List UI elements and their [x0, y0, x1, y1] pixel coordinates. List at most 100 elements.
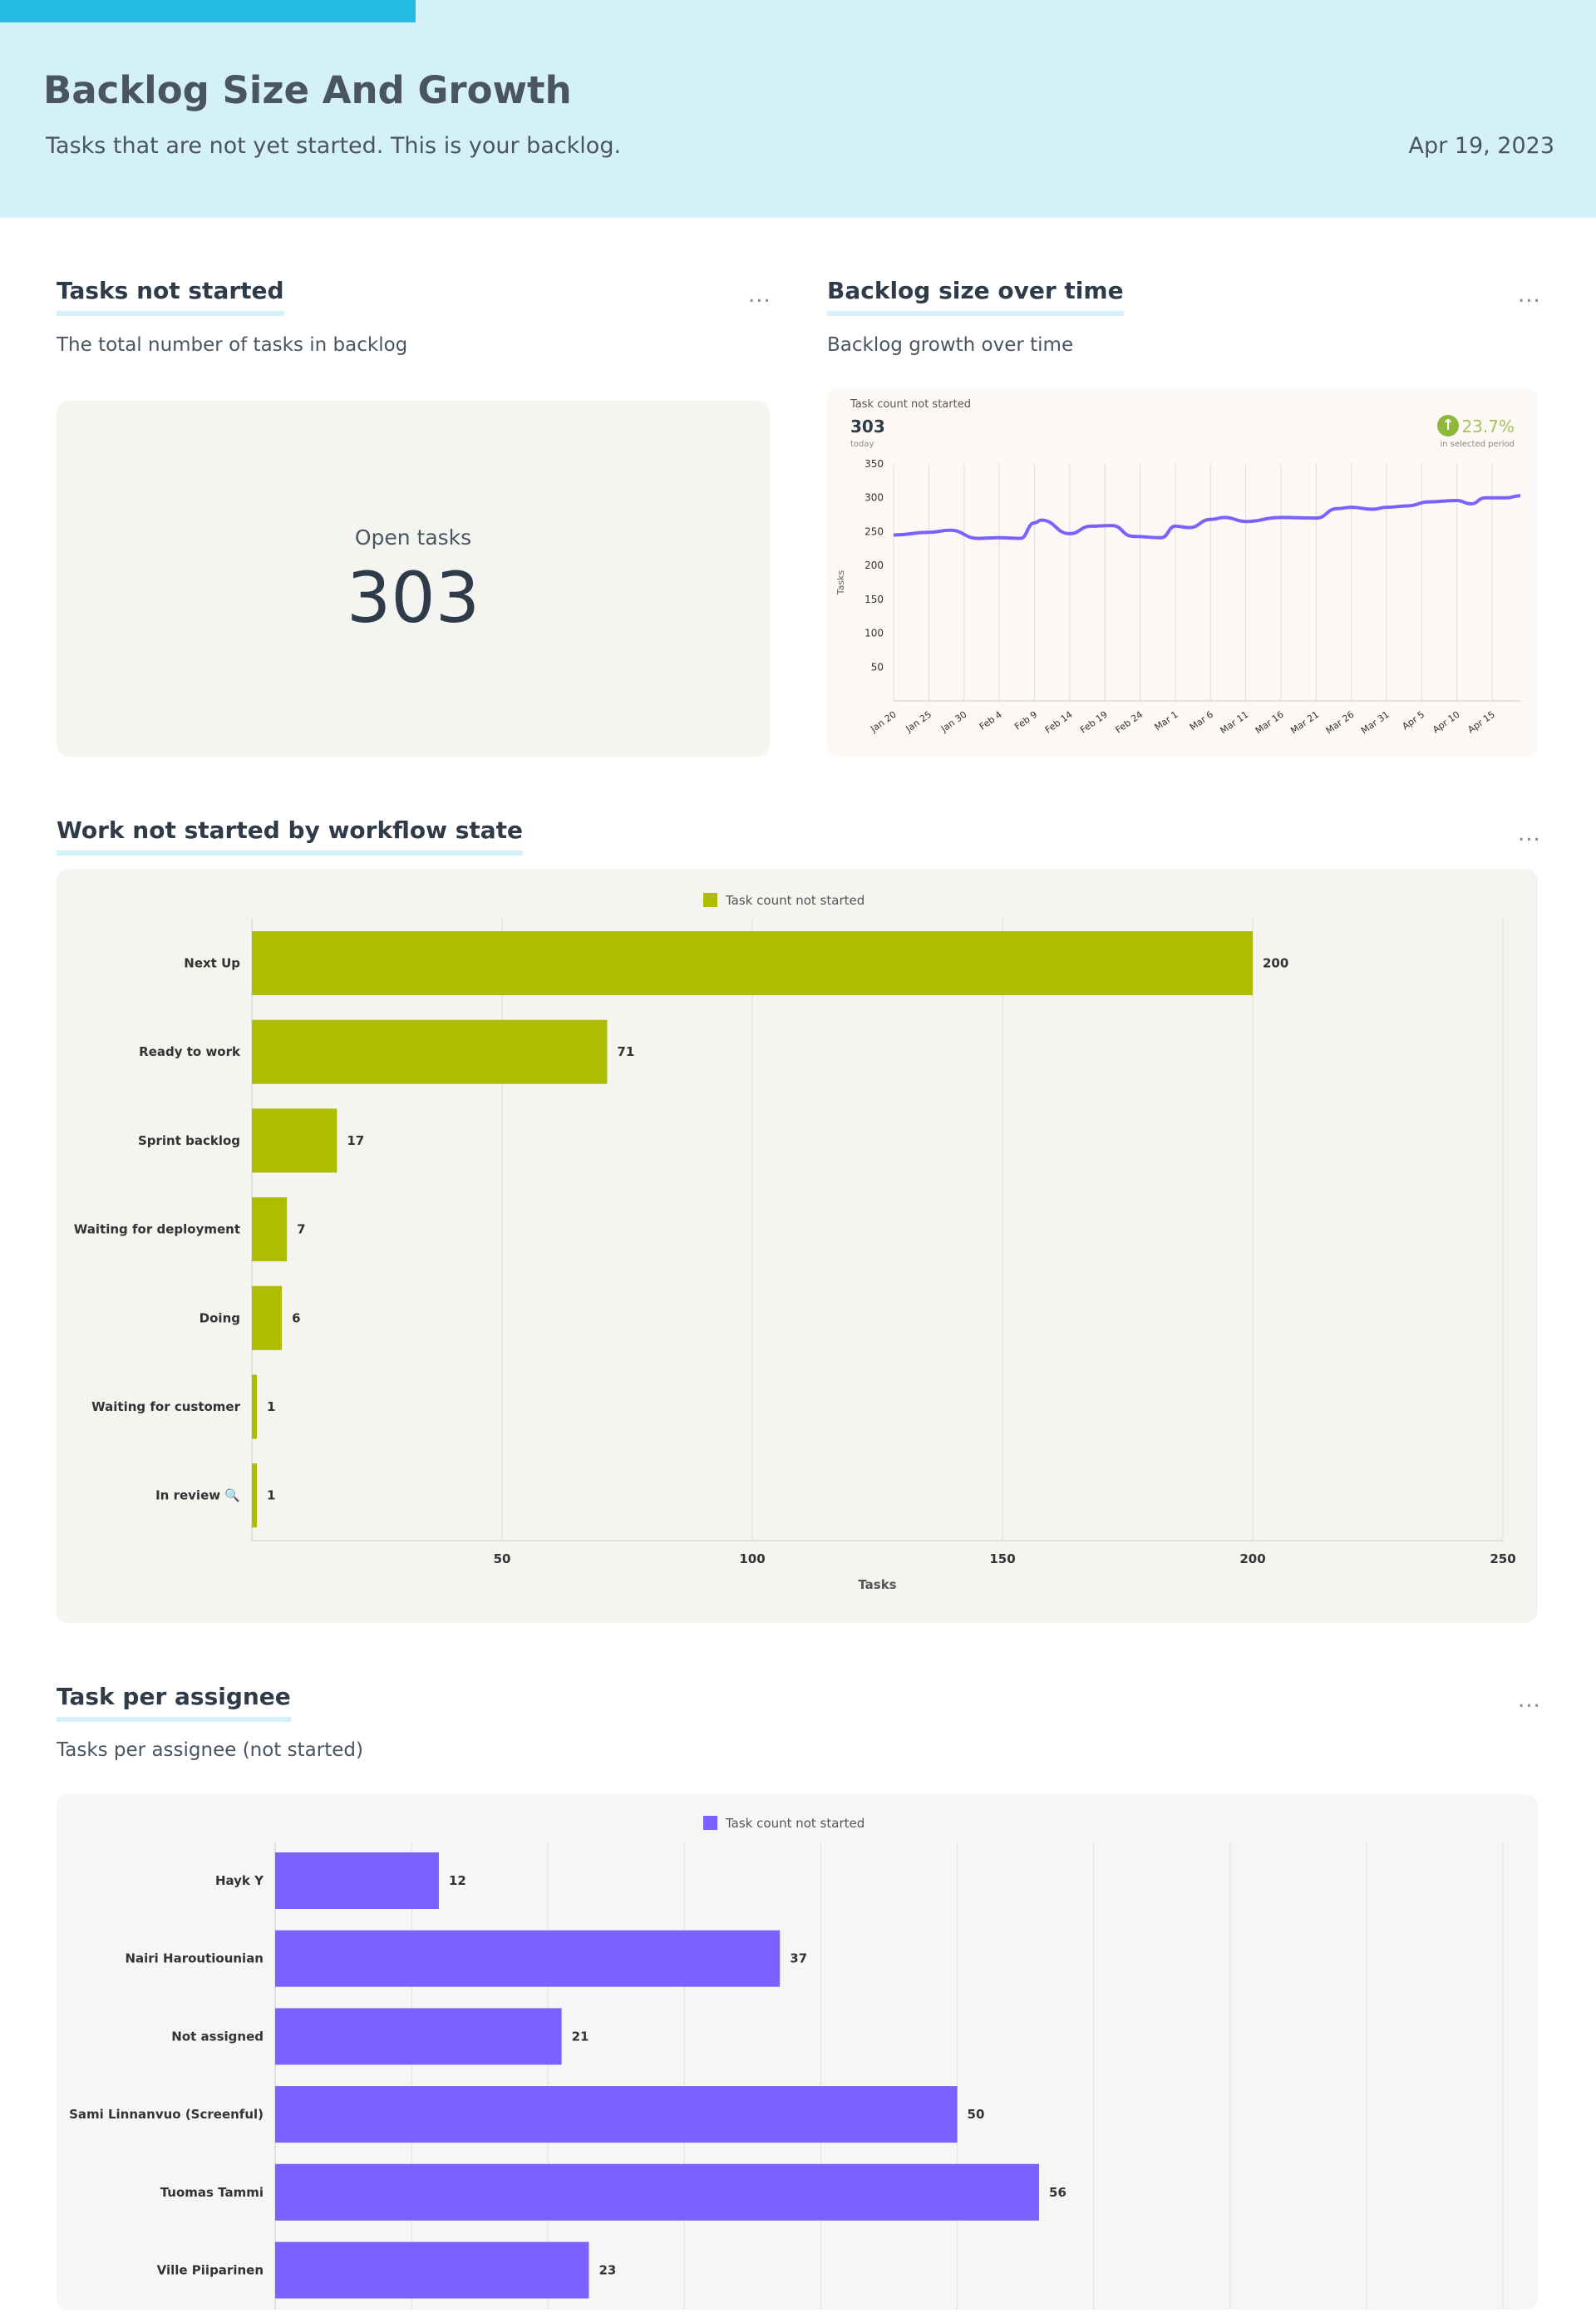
legend-label: Task count not started [725, 1816, 864, 1831]
bar [275, 2086, 958, 2143]
bar [275, 2163, 1040, 2221]
open-tasks-label: Open tasks [354, 525, 472, 550]
x-tick-label: 150 [989, 1551, 1015, 1566]
report-date: Apr 19, 2023 [1408, 133, 1554, 159]
bar [275, 2241, 589, 2299]
assignee-title: Task per assignee [57, 1683, 291, 1722]
x-tick-label: 50 [494, 1551, 511, 1566]
bar [252, 1108, 337, 1173]
more-menu-icon[interactable]: ... [1518, 1688, 1541, 1713]
bar [252, 1285, 283, 1350]
tasks-not-started-subtitle: The total number of tasks in backlog [57, 334, 408, 356]
x-tick-label: Mar 1 [1153, 709, 1180, 733]
data-label: 56 [1049, 2185, 1066, 2200]
x-tick-label: Mar 16 [1254, 709, 1286, 737]
assignee-bar-chart: Task count not started Hayk Y 12 Nairi Haro… [69, 1816, 1504, 2313]
data-label: 37 [790, 1951, 807, 1966]
line-chart-card: Task count not started 303 today ↑ 23.7%… [827, 388, 1538, 757]
category-label: Ville Piiparinen [157, 2263, 264, 2278]
y-tick-label: 100 [864, 628, 884, 639]
x-tick-label: Apr 5 [1400, 709, 1426, 732]
category-label: Waiting for customer [91, 1399, 240, 1414]
data-label: 6 [292, 1310, 300, 1325]
data-label: 1 [267, 1488, 275, 1503]
workflow-chart-card: Task count not started 50 100 150 200 250 Task… [57, 869, 1538, 1623]
series-line [893, 494, 1521, 540]
x-tick-label: Jan 30 [938, 709, 968, 735]
x-tick-label: Feb 19 [1078, 709, 1110, 736]
workflow-bar-chart: Task count not started 50 100 150 200 250 Task… [74, 893, 1516, 1592]
assignee-chart-card: Task count not started Hayk Y 12 Nairi Haro… [57, 1794, 1538, 2313]
metric-sub: today [850, 440, 874, 449]
tasks-not-started-title: Tasks not started [57, 277, 284, 316]
category-label: Not assigned [171, 2029, 264, 2044]
bar [252, 1019, 608, 1084]
data-label: 21 [572, 2029, 589, 2044]
data-label: 7 [297, 1222, 305, 1237]
x-tick-label: Feb 24 [1113, 709, 1145, 736]
more-menu-icon[interactable]: ... [748, 283, 771, 308]
legend-label: Task count not started [725, 893, 864, 908]
x-tick-label: Mar 26 [1324, 709, 1357, 737]
more-menu-icon[interactable]: ... [1518, 821, 1541, 846]
x-tick-label: Feb 14 [1043, 709, 1075, 736]
x-tick-label: Jan 25 [904, 709, 933, 735]
data-label: 23 [598, 2263, 616, 2278]
data-label: 12 [449, 1873, 466, 1888]
bar [252, 1374, 258, 1439]
open-tasks-card: Open tasks 303 [57, 401, 770, 757]
y-tick-label: 300 [864, 492, 884, 504]
x-tick-label: Feb 9 [1012, 709, 1039, 732]
page-header [0, 0, 1596, 218]
category-label: Hayk Y [215, 1873, 264, 1888]
accent-bar [0, 0, 416, 22]
change-sub: in selected period [1440, 440, 1515, 449]
data-label: 1 [267, 1399, 275, 1414]
assignee-subtitle: Tasks per assignee (not started) [57, 1739, 363, 1761]
category-label: Next Up [184, 956, 240, 971]
bar [252, 931, 1253, 995]
y-tick-label: 250 [864, 525, 884, 537]
bar [252, 1197, 288, 1262]
arrow-up-circle-icon: ↑ [1437, 415, 1459, 436]
more-menu-icon[interactable]: ... [1518, 283, 1541, 308]
category-label: Nairi Haroutiounian [125, 1951, 264, 1966]
x-tick-label: Apr 15 [1465, 709, 1496, 736]
x-tick-label: 200 [1239, 1551, 1265, 1566]
category-label: Sami Linnanvuo (Screenful) [69, 2107, 264, 2122]
metric-label: Task count not started [850, 398, 971, 411]
data-label: 17 [347, 1133, 364, 1148]
page-title: Backlog Size And Growth [43, 68, 572, 112]
x-tick-label: Mar 21 [1288, 709, 1321, 737]
y-tick-label: 350 [864, 458, 884, 470]
x-tick-label: Jan 20 [868, 709, 898, 735]
category-label: Tuomas Tammi [160, 2185, 264, 2200]
category-label: Waiting for deployment [74, 1222, 240, 1237]
change-value: 23.7% [1461, 417, 1515, 436]
data-label: 50 [968, 2107, 985, 2122]
data-label: 200 [1263, 956, 1288, 971]
x-tick-label: Mar 31 [1359, 709, 1392, 737]
x-tick-label: Feb 4 [978, 709, 1004, 732]
x-tick-label: 100 [739, 1551, 765, 1566]
metric-value: 303 [850, 417, 885, 436]
y-tick-label: 200 [864, 560, 884, 571]
category-label: Doing [200, 1310, 240, 1325]
y-axis-label: Tasks [835, 570, 846, 596]
page-subtitle: Tasks that are not yet started. This is … [46, 133, 622, 159]
bar [275, 1852, 439, 1909]
legend-swatch [703, 1816, 717, 1830]
data-label: 71 [617, 1044, 634, 1059]
category-label: In review 🔍 [155, 1487, 240, 1503]
backlog-over-time-subtitle: Backlog growth over time [827, 334, 1074, 356]
legend-swatch [703, 893, 717, 907]
backlog-over-time-title: Backlog size over time [827, 277, 1124, 316]
x-tick-label: 250 [1490, 1551, 1515, 1566]
workflow-title: Work not started by workflow state [57, 816, 524, 856]
category-label: Ready to work [139, 1044, 241, 1059]
x-tick-label: Mar 6 [1188, 709, 1215, 733]
y-tick-label: 50 [871, 661, 884, 673]
bar [275, 2008, 562, 2065]
x-tick-label: Mar 11 [1219, 709, 1251, 737]
open-tasks-value: 303 [346, 557, 480, 639]
